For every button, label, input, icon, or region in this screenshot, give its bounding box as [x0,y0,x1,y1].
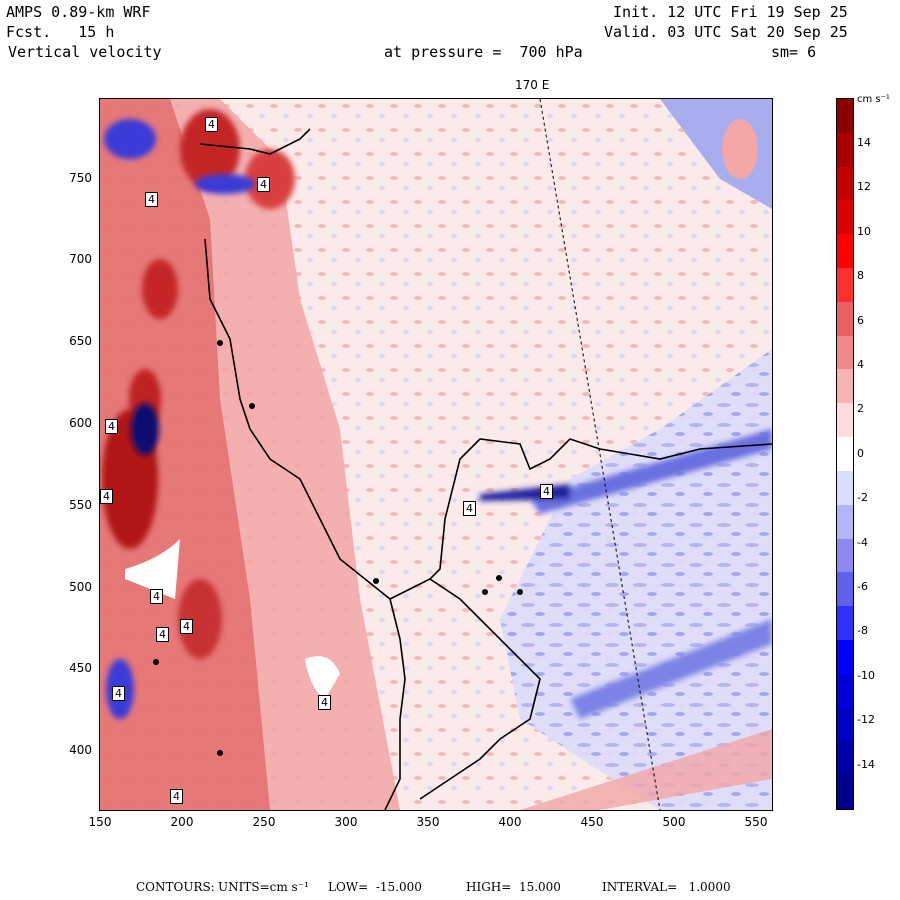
colorbar-units: cm s⁻¹ [857,94,890,105]
field-name: Vertical velocity [8,43,162,61]
footer-units: UNITS=cm s⁻¹ [218,880,309,894]
colorbar-segment [837,639,853,675]
ne-warm-spot [722,119,758,179]
y-tick-600: 600 [69,416,92,430]
contour-label: 4 [180,619,193,634]
colorbar-label: -14 [857,757,875,771]
coastline-south [419,578,541,800]
colorbar-segment [837,538,853,573]
colorbar-segment [837,437,853,472]
colorbar-label: 12 [857,180,871,194]
contour-label: 4 [105,419,118,434]
contour-label: 4 [145,192,158,207]
x-tick-350: 350 [416,815,440,829]
colorbar-segment [837,301,853,337]
coastlines [199,128,772,810]
y-tick-500: 500 [69,580,92,594]
forecast-label: Fcst. [6,23,52,41]
contour-label: 4 [205,117,218,132]
x-tick-200: 200 [170,815,194,829]
colorbar-label: 4 [857,358,864,371]
x-tick-450: 450 [580,815,604,829]
colorbar-label: 14 [857,136,871,149]
colorbar-label: -2 [857,491,868,505]
x-tick-550: 550 [744,815,768,829]
colorbar-label: 10 [857,224,871,238]
missing-data-1 [125,539,180,599]
pressure-level: at pressure = 700 hPa [384,43,583,61]
model-title: AMPS 0.89-km WRF [6,3,151,21]
forecast-line: Fcst. 15 h [6,24,114,41]
x-tick-250: 250 [252,815,276,829]
footer-high: HIGH= 15.000 [466,880,561,894]
colorbar-segment [837,673,853,709]
x-tick-400: 400 [498,815,522,829]
cold-cores-west [104,119,255,719]
colorbar-segment [837,741,853,776]
se-warm-band [520,729,772,810]
colorbar-segment [837,234,853,269]
colorbar-segment [837,775,853,810]
x-tick-500: 500 [662,815,686,829]
vertical-velocity-map [100,99,772,810]
coastline-north [199,128,311,155]
y-tick-400: 400 [69,743,92,757]
y-tick-550: 550 [69,498,92,512]
footer-interval: INTERVAL= 1.0000 [602,880,731,894]
colorbar-segment [837,470,853,506]
hot-spots [102,109,295,659]
contour-label: 4 [150,589,163,604]
colorbar-segment [837,268,853,303]
contour-label: 4 [318,695,331,710]
colorbar-label: 8 [857,269,864,283]
colorbar-segment [837,166,853,201]
y-tick-750: 750 [69,171,92,185]
colorbar-label: 6 [857,313,864,327]
colorbar-label: 0 [857,446,864,460]
meridian-170e [539,99,661,810]
y-tick-700: 700 [69,252,92,266]
meridian-label: 170 E [515,78,550,92]
colorbar-segment [837,707,853,742]
colorbar-label: -8 [857,624,868,638]
contour-label: 4 [257,177,270,192]
contour-label: 4 [463,501,476,516]
contour-label: 4 [156,627,169,642]
colorbar-segment [837,504,853,539]
x-tick-150: 150 [88,815,112,829]
footer-low: LOW= -15.000 [328,880,422,894]
colorbar-label: -12 [857,713,875,727]
forecast-hours: 15 h [78,23,115,41]
coastline-east [389,438,772,600]
smoothing: sm= 6 [771,43,817,61]
colorbar-segment [837,99,853,134]
colorbar-label: -6 [857,580,868,593]
colorbar-segment [837,403,853,438]
colorbar-segment [837,572,853,607]
x-tick-300: 300 [334,815,358,829]
colorbar-segment [837,132,853,168]
init-time: Init. 12 UTC Fri 19 Sep 25 [613,3,848,21]
coastline-main [204,238,406,810]
colorbar-label: -4 [857,535,868,549]
contour-label: 4 [540,484,553,499]
valid-time: Valid. 03 UTC Sat 20 Sep 25 [604,23,848,41]
y-tick-650: 650 [69,334,92,348]
colorbar [836,98,854,810]
contour-label: 4 [170,789,183,804]
hot-region-west [100,99,270,810]
y-tick-450: 450 [69,661,92,675]
colorbar-label: -10 [857,668,875,682]
contour-label: 4 [112,686,125,701]
colorbar-segment [837,335,853,370]
station-dots [153,340,523,756]
colorbar-segment [837,606,853,641]
colorbar-segment [837,200,853,235]
colorbar-label: 2 [857,402,864,416]
missing-data-2 [305,656,340,699]
footer-contours: CONTOURS: [136,880,215,894]
colorbar-segment [837,369,853,404]
contour-label: 4 [100,489,113,504]
